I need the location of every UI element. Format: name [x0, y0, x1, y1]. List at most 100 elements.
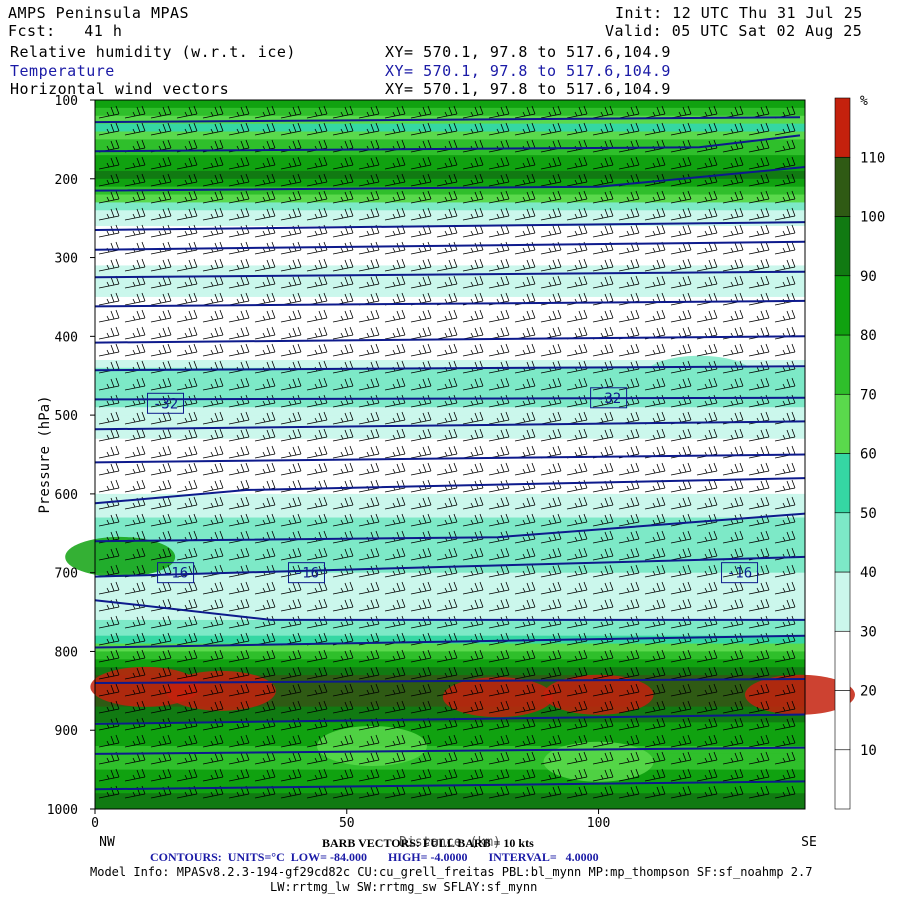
- wind-barb: [488, 309, 510, 323]
- wind-barb: [644, 207, 666, 221]
- wind-barb: [462, 683, 484, 697]
- wind-barb: [748, 190, 770, 204]
- wind-barb: [696, 496, 718, 510]
- wind-barb: [358, 173, 380, 187]
- wind-barb: [228, 581, 250, 595]
- wind-barb: [670, 717, 692, 731]
- rh-band: [95, 651, 805, 660]
- wind-barb: [150, 411, 172, 425]
- field-label-temperature: Temperature: [10, 62, 115, 80]
- wind-barb: [722, 700, 744, 714]
- wind-barb: [514, 207, 536, 221]
- wind-barb: [124, 785, 146, 799]
- wind-barb: [644, 632, 666, 646]
- wind-barb: [618, 751, 640, 765]
- wind-barb: [592, 632, 614, 646]
- wind-barb: [254, 734, 276, 748]
- wind-barb: [306, 360, 328, 374]
- wind-barb: [384, 377, 406, 391]
- field-label-wind: Horizontal wind vectors: [10, 80, 230, 98]
- wind-barb: [618, 156, 640, 170]
- wind-barb: [150, 700, 172, 714]
- wind-barb: [280, 547, 302, 561]
- wind-barb: [592, 751, 614, 765]
- contour-label-box: [146, 392, 184, 414]
- wind-barb: [254, 598, 276, 612]
- wind-barb: [696, 309, 718, 323]
- wind-barb: [514, 581, 536, 595]
- wind-barb: [306, 547, 328, 561]
- wind-barb: [436, 734, 458, 748]
- wind-barb: [306, 581, 328, 595]
- wind-barb: [618, 411, 640, 425]
- wind-barb: [150, 309, 172, 323]
- wind-barb: [280, 258, 302, 272]
- wind-barb: [488, 326, 510, 340]
- wind-barb: [462, 581, 484, 595]
- wind-barb: [150, 632, 172, 646]
- wind-barb: [124, 190, 146, 204]
- wind-barb: [592, 360, 614, 374]
- wind-barb: [696, 700, 718, 714]
- wind-barb: [306, 156, 328, 170]
- wind-barb: [410, 343, 432, 357]
- wind-barb: [618, 598, 640, 612]
- wind-barb: [254, 785, 276, 799]
- plot-title: AMPS Peninsula MPAS: [8, 4, 190, 22]
- wind-barb: [202, 462, 224, 476]
- wind-barb: [384, 173, 406, 187]
- wind-barb: [358, 428, 380, 442]
- wind-barb: [384, 292, 406, 306]
- wind-barb: [176, 207, 198, 221]
- wind-barb: [358, 683, 380, 697]
- wind-barb: [618, 513, 640, 527]
- wind-barb: [228, 700, 250, 714]
- wind-barb: [748, 564, 770, 578]
- wind-barb: [748, 513, 770, 527]
- temperature-contour-line: [94, 746, 806, 755]
- wind-barb: [202, 649, 224, 663]
- wind-barb: [410, 122, 432, 136]
- wind-barb: [436, 462, 458, 476]
- wind-barb: [644, 122, 666, 136]
- wind-barb: [774, 581, 796, 595]
- wind-barb: [228, 513, 250, 527]
- wind-barb: [436, 411, 458, 425]
- wind-barb: [566, 547, 588, 561]
- wind-barb: [98, 411, 120, 425]
- wind-barb: [566, 581, 588, 595]
- contour-label-box: [721, 562, 759, 584]
- wind-barb: [644, 581, 666, 595]
- wind-barb: [306, 377, 328, 391]
- wind-barb: [618, 530, 640, 544]
- contour-label-box: [590, 387, 628, 409]
- wind-barb: [332, 411, 354, 425]
- wind-barb: [644, 666, 666, 680]
- wind-barb: [722, 207, 744, 221]
- wind-barb: [202, 445, 224, 459]
- colorbar-unit: %: [860, 94, 868, 109]
- wind-barb: [306, 513, 328, 527]
- plot-frame: [94, 99, 806, 810]
- wind-barb: [254, 156, 276, 170]
- wind-barb: [644, 139, 666, 153]
- rh-patch: [442, 677, 553, 718]
- wind-barb: [410, 190, 432, 204]
- wind-barb: [124, 717, 146, 731]
- wind-barb: [774, 360, 796, 374]
- wind-barb: [488, 224, 510, 238]
- wind-barb: [98, 139, 120, 153]
- wind-barb: [696, 190, 718, 204]
- wind-barb: [98, 632, 120, 646]
- forecast-hour: Fcst: 41 h: [8, 22, 123, 40]
- wind-barb: [566, 105, 588, 119]
- rh-band: [95, 407, 805, 416]
- wind-barb: [644, 785, 666, 799]
- wind-barb: [566, 428, 588, 442]
- rh-band: [95, 635, 805, 645]
- wind-barb: [670, 547, 692, 561]
- wind-barb: [98, 700, 120, 714]
- rh-band: [95, 249, 805, 259]
- wind-barb: [254, 258, 276, 272]
- colorbar-swatch: [834, 571, 851, 632]
